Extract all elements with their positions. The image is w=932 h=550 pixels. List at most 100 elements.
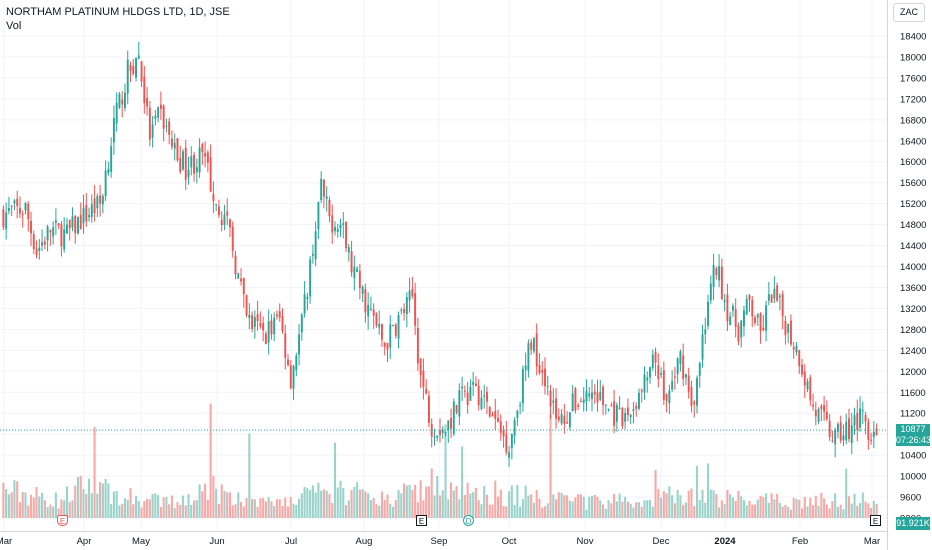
volume-bar (347, 500, 350, 518)
volume-bar (71, 500, 74, 518)
volume-bar (400, 493, 403, 518)
volume-bar (76, 477, 80, 518)
candle-body (657, 365, 660, 380)
volume-bar (425, 486, 428, 518)
volume-bar (427, 486, 430, 518)
volume-bar (126, 499, 129, 518)
volume-bar (298, 498, 301, 518)
volume-bar (228, 492, 232, 518)
candle-body (372, 309, 375, 316)
earnings-event-icon[interactable]: E (57, 515, 68, 526)
candle-body (104, 170, 107, 197)
volume-bar (99, 482, 102, 518)
volume-bar (85, 494, 88, 518)
volume-bar (411, 490, 414, 518)
volume-bar (148, 499, 151, 518)
volume-bar (422, 500, 425, 518)
candle-body (618, 407, 621, 409)
candle-body (267, 321, 270, 343)
price-tick-label: 12800 (900, 325, 926, 336)
candle-body (226, 211, 229, 216)
earnings-event-icon[interactable]: E (870, 515, 881, 526)
candle-body (875, 428, 878, 435)
volume-bar (676, 489, 679, 518)
volume-bar (60, 499, 63, 518)
volume-bar (320, 490, 323, 518)
price-tick-label: 18400 (900, 32, 926, 43)
candle-body (579, 401, 582, 403)
price-axis[interactable]: 9200960010000104001080011200116001200012… (900, 32, 926, 525)
candle-body (140, 61, 143, 82)
candle-body (839, 422, 842, 441)
candle-body (585, 391, 588, 402)
volume-bar (430, 468, 433, 518)
candle-body (577, 405, 580, 407)
volume-bar (68, 502, 71, 518)
volume-bar (781, 506, 784, 518)
price-tick-label: 11200 (900, 409, 926, 420)
earnings-event-icon[interactable]: E (416, 515, 427, 526)
dividend-event-icon[interactable]: D (463, 515, 474, 526)
candle-body (563, 415, 566, 425)
volume-bar (245, 498, 248, 518)
candle-body (668, 390, 671, 404)
candle-body (864, 414, 867, 422)
candle-body (287, 359, 289, 366)
volume-bar (778, 502, 781, 518)
volume-bar (596, 496, 599, 518)
candle-body (137, 55, 140, 59)
volume-bar (87, 478, 91, 518)
candle-body (748, 295, 751, 300)
volume-bar (356, 482, 359, 518)
candle-body (126, 59, 129, 94)
volume-bar (215, 488, 218, 518)
volume-bar (643, 500, 646, 518)
candle-body (68, 219, 71, 229)
volume-bar (447, 499, 450, 518)
candle-body (195, 167, 198, 173)
volume-bar (336, 487, 339, 518)
volume-bar (262, 497, 265, 518)
candle-body (508, 452, 511, 458)
volume-bar (317, 482, 320, 518)
volume-bar (43, 500, 46, 518)
volume-bar (767, 502, 770, 518)
price-tick-label: 14400 (900, 241, 926, 252)
candle-body (381, 323, 383, 340)
symbol-title[interactable]: NORTHAM PLATINUM HLDGS LTD, 1D, JSE (6, 6, 230, 18)
volume-bar (358, 489, 361, 518)
candle-body (82, 207, 85, 224)
volume-bar (82, 489, 85, 518)
volume-bar (870, 508, 873, 518)
volume-bar (159, 506, 162, 518)
volume-bar (450, 482, 453, 518)
candle-body (325, 196, 328, 199)
chart-legend: NORTHAM PLATINUM HLDGS LTD, 1D, JSE Vol (6, 5, 230, 33)
currency-selector[interactable]: ZAC (893, 3, 925, 22)
candle-body (734, 309, 737, 327)
candle-body (831, 440, 834, 442)
candle-body (480, 397, 483, 409)
volume-bar (386, 494, 389, 518)
volume-bar (765, 493, 768, 518)
candle-body (715, 268, 718, 275)
volume-bar (784, 504, 787, 518)
volume-bar (375, 504, 378, 518)
volume-bar (57, 508, 60, 518)
volume-legend[interactable]: Vol (6, 20, 22, 32)
time-axis[interactable]: Mar Apr May Jun Jul Aug Sep Oct Nov Dec 2024 Feb Mar (0, 536, 880, 547)
candle-body (693, 401, 696, 405)
candle-body (610, 405, 613, 407)
candle-body (859, 408, 862, 428)
candle-body (740, 320, 743, 338)
candle-body (375, 313, 378, 326)
volume-bar (601, 504, 605, 518)
volume-bar (521, 499, 524, 518)
candle-body (483, 395, 486, 397)
candle-body (173, 142, 176, 149)
candle-body (154, 116, 157, 119)
candle-body (248, 314, 251, 319)
volume-bar (251, 498, 254, 518)
volume-bar (541, 507, 544, 518)
